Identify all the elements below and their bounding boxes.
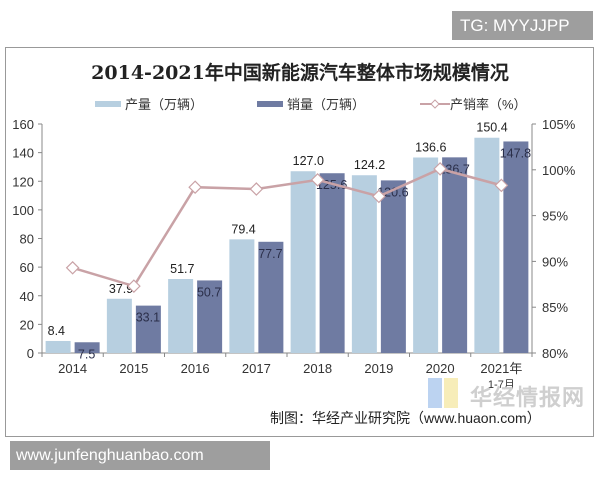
rate-marker-diamond-icon	[494, 178, 509, 193]
legend-rate: 产销率（%）	[420, 94, 527, 113]
rate-line	[72, 167, 502, 288]
data-label: 150.4	[476, 121, 507, 135]
bar-sales	[319, 173, 345, 353]
data-label: 124.2	[354, 158, 385, 172]
left-axis-tick: 20	[20, 317, 34, 332]
data-label: 7.5	[78, 347, 95, 361]
bar-sales	[503, 141, 529, 353]
bar-sales	[135, 305, 161, 353]
bar-production	[290, 171, 316, 353]
data-label: 147.8	[500, 146, 531, 160]
bar-production	[229, 239, 255, 353]
left-axis-tick: 160	[12, 117, 34, 132]
svg-text:2017: 2017	[242, 361, 271, 376]
data-label: 51.7	[170, 262, 194, 276]
legend-line-diamond-icon	[420, 98, 450, 109]
right-axis-tick: 90%	[542, 254, 568, 269]
svg-text:2021年: 2021年	[480, 361, 522, 376]
svg-text:2020: 2020	[426, 361, 455, 376]
legend-production: 产量（万辆）	[95, 94, 203, 113]
legend-swatch-production	[95, 100, 121, 107]
right-axis-tick: 80%	[542, 346, 568, 361]
bar-production	[351, 175, 377, 353]
bar-production	[413, 157, 439, 353]
data-label: 127.0	[293, 154, 324, 168]
svg-text:2018: 2018	[303, 361, 332, 376]
svg-text:2019: 2019	[364, 361, 393, 376]
svg-text:2016: 2016	[181, 361, 210, 376]
legend-label: 产销率（%）	[450, 97, 527, 112]
bar-sales	[380, 180, 406, 353]
legend-swatch-sales	[257, 100, 283, 107]
data-label: 50.7	[197, 285, 221, 299]
right-axis-tick: 100%	[542, 163, 576, 178]
rate-marker-diamond-icon	[310, 173, 325, 187]
left-axis-tick: 0	[27, 346, 34, 361]
legend-label: 产量（万辆）	[125, 97, 204, 112]
left-axis-tick: 60	[20, 260, 34, 275]
left-axis-tick: 80	[20, 232, 34, 247]
right-axis-tick: 95%	[542, 209, 568, 224]
left-axis-tick: 120	[12, 174, 34, 189]
bar-production	[45, 340, 71, 353]
data-label: 77.7	[258, 247, 282, 261]
data-label: 136.7	[438, 162, 469, 176]
right-axis-tick: 105%	[542, 117, 576, 132]
bar-sales	[197, 280, 223, 353]
left-axis-tick: 100	[12, 203, 34, 218]
rate-marker-diamond-icon	[372, 189, 386, 204]
legend-sales: 销量（万辆）	[257, 94, 365, 113]
chart-source: 制图：华经产业研究院（www.huaon.com）	[270, 410, 541, 426]
rate-marker-diamond-icon	[127, 279, 141, 293]
data-label: 136.6	[415, 140, 446, 154]
left-axis-tick: 140	[12, 146, 34, 161]
data-label: 79.4	[231, 222, 255, 236]
bar-sales	[258, 241, 284, 353]
huajing-logo-watermark: 华经情报网	[470, 385, 586, 410]
legend-label: 销量（万辆）	[287, 97, 366, 112]
right-axis-tick: 85%	[542, 300, 568, 315]
chart-title: 2014-2021年中国新能源汽车整体市场规模情况	[91, 62, 509, 84]
svg-text:1-7月: 1-7月	[488, 379, 515, 391]
rate-marker-diamond-icon	[433, 162, 447, 176]
bar-production	[168, 279, 194, 353]
bar-sales	[74, 342, 100, 353]
rate-marker-diamond-icon	[65, 260, 80, 275]
tg-watermark: TG: MYYJJPP	[452, 11, 593, 40]
bar-production	[474, 137, 500, 353]
left-axis-tick: 40	[20, 289, 34, 304]
rate-marker-diamond-icon	[249, 182, 264, 196]
website-watermark: www.junfenghuanbao.com	[10, 441, 270, 470]
svg-text:2015: 2015	[119, 361, 148, 376]
bar-production	[106, 298, 132, 353]
data-label: 8.4	[48, 324, 65, 338]
svg-text:2014: 2014	[58, 361, 87, 376]
bar-sales	[442, 157, 468, 353]
data-label: 33.1	[136, 311, 160, 325]
rate-marker-diamond-icon	[188, 180, 202, 195]
